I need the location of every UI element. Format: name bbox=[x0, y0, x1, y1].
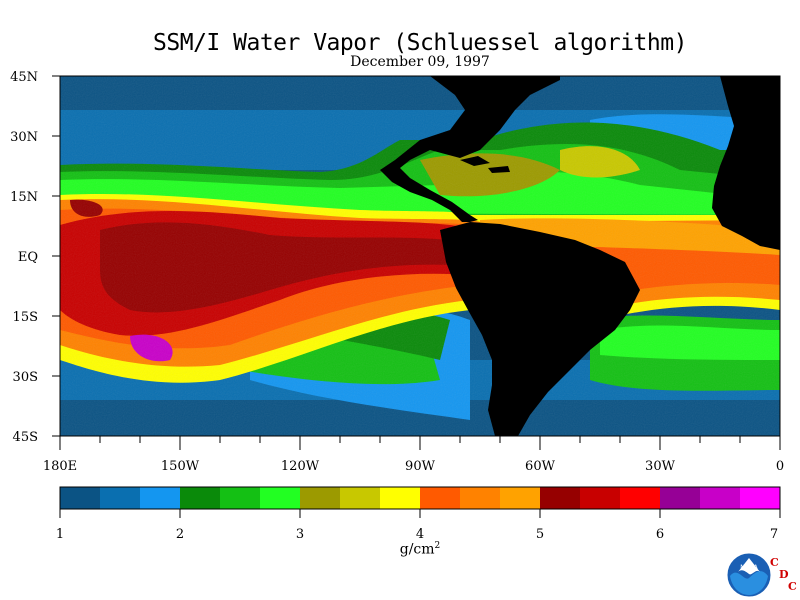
cdc-mark: C D C bbox=[770, 556, 800, 596]
colorbar-tick-label: 6 bbox=[656, 527, 664, 542]
data-field bbox=[60, 76, 780, 436]
logo-text: NOAA bbox=[740, 564, 758, 571]
colorbar-segment bbox=[660, 487, 701, 509]
map-frame bbox=[52, 75, 781, 450]
lon-label: 150W bbox=[161, 459, 200, 474]
lat-label: 15N bbox=[10, 190, 38, 205]
map-date: December 09, 1997 bbox=[350, 54, 490, 70]
lat-label: 45S bbox=[13, 430, 38, 445]
colorbar-tick-label: 1 bbox=[56, 527, 64, 542]
colorbar-segment bbox=[620, 487, 661, 509]
unit-text: g/cm bbox=[399, 541, 435, 558]
lat-label: 30S bbox=[13, 370, 38, 385]
cdc-letter: D bbox=[779, 568, 789, 581]
colorbar-segment bbox=[420, 487, 461, 509]
colorbar-segment bbox=[140, 487, 181, 509]
lon-label: 90W bbox=[405, 459, 436, 474]
land-mask bbox=[285, 76, 780, 436]
lat-label: EQ bbox=[18, 250, 38, 265]
noaa-logo: NOAA bbox=[726, 552, 772, 598]
lat-label: 15S bbox=[13, 310, 38, 325]
lon-label: 180E bbox=[43, 459, 77, 474]
colorbar-ticks bbox=[59, 509, 781, 518]
colorbar-segment bbox=[220, 487, 261, 509]
colorbar-segment bbox=[60, 487, 101, 509]
lon-label: 120W bbox=[281, 459, 320, 474]
colorbar-segment bbox=[700, 487, 741, 509]
colorbar-segment bbox=[380, 487, 421, 509]
cdc-letter: C bbox=[770, 556, 779, 569]
lon-label: 60W bbox=[525, 459, 556, 474]
latitude-labels: 45N 30N 15N EQ 15S 30S 45S bbox=[10, 70, 38, 445]
cdc-letter: C bbox=[788, 580, 797, 593]
unit-exponent: 2 bbox=[434, 541, 441, 551]
colorbar-tick-label: 4 bbox=[416, 527, 424, 542]
colorbar-segment bbox=[540, 487, 581, 509]
colorbar-segment bbox=[340, 487, 381, 509]
colorbar-unit: g/cm2 bbox=[360, 541, 480, 558]
colorbar-segment bbox=[100, 487, 141, 509]
lon-label: 0 bbox=[776, 459, 784, 474]
colorbar-segment bbox=[500, 487, 541, 509]
colorbar-segment bbox=[260, 487, 301, 509]
colorbar-segment bbox=[740, 487, 781, 509]
lon-label: 30W bbox=[645, 459, 676, 474]
longitude-labels: 180E 150W 120W 90W 60W 30W 0 bbox=[43, 459, 784, 474]
colorbar-segment bbox=[460, 487, 501, 509]
lat-label: 45N bbox=[10, 70, 38, 85]
map-title: SSM/I Water Vapor (Schluessel algorithm) bbox=[153, 30, 687, 56]
colorbar-segment bbox=[180, 487, 221, 509]
lat-label: 30N bbox=[10, 130, 38, 145]
colorbar-tick-label: 2 bbox=[176, 527, 184, 542]
colorbar bbox=[60, 487, 781, 509]
colorbar-labels: 1 2 3 4 5 6 7 bbox=[56, 527, 778, 542]
colorbar-segment bbox=[300, 487, 341, 509]
colorbar-segment bbox=[580, 487, 621, 509]
colorbar-tick-label: 3 bbox=[296, 527, 304, 542]
colorbar-tick-label: 5 bbox=[536, 527, 544, 542]
colorbar-tick-label: 7 bbox=[770, 527, 778, 542]
